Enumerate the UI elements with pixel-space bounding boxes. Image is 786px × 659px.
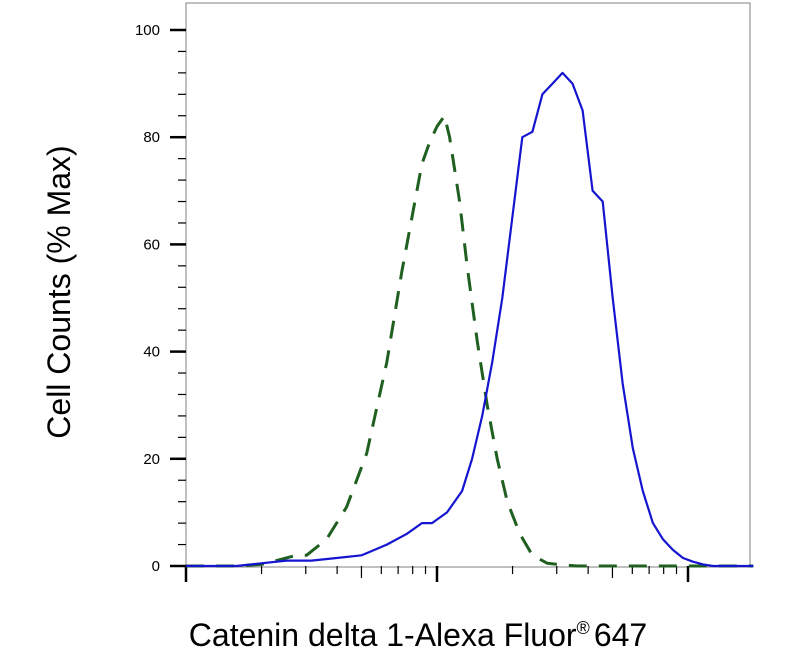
plot-frame xyxy=(185,2,751,568)
x-axis xyxy=(184,566,690,582)
series-line-dashed xyxy=(186,114,754,568)
y-tick-label: 100 xyxy=(135,22,160,39)
y-tick-label: 20 xyxy=(143,451,160,468)
y-axis-title: Cell Counts (% Max) xyxy=(41,145,77,438)
series-line-solid xyxy=(186,71,754,568)
y-axis: 0 20 40 60 80 100 xyxy=(135,22,186,575)
x-axis-title-main: Catenin delta 1-Alexa Fluor xyxy=(189,617,577,653)
x-axis-title: Catenin delta 1-Alexa Fluor® 647 xyxy=(189,617,647,653)
x-axis-title-number: 647 xyxy=(594,617,647,653)
y-tick-label: 80 xyxy=(143,129,160,146)
y-tick-label: 60 xyxy=(143,236,160,253)
series-layer xyxy=(186,71,754,568)
y-tick-label: 0 xyxy=(152,558,160,575)
registered-mark: ® xyxy=(577,618,590,638)
y-tick-label: 40 xyxy=(143,344,160,361)
